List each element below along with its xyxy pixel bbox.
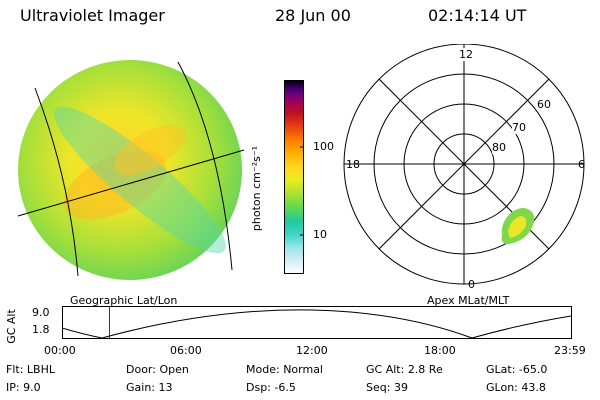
colorbar-scale xyxy=(284,80,304,274)
info-door-value: Open xyxy=(159,363,189,376)
altitude-xtick-4: 23:59 xyxy=(554,344,586,357)
info-gc-alt: GC Alt: 2.8 Re xyxy=(366,363,443,376)
mlt-label-6: 6 xyxy=(578,158,585,171)
info-dsp: Dsp: -6.5 xyxy=(246,381,296,394)
info-glon-value: 43.8 xyxy=(521,381,546,394)
altitude-ytick-high: 9.0 xyxy=(32,306,50,319)
altitude-xtick-3: 18:00 xyxy=(424,344,456,357)
time-label: 02:14:14 UT xyxy=(428,6,527,25)
lat-label-80: 80 xyxy=(492,141,506,154)
info-glon-label: GLon: xyxy=(486,381,518,394)
polar-plot xyxy=(343,44,585,285)
info-flt: Flt: LBHL xyxy=(6,363,55,376)
aurora-core xyxy=(508,216,527,238)
info-ip: IP: 9.0 xyxy=(6,381,41,394)
info-gc-alt-label: GC Alt: xyxy=(366,363,405,376)
lat-label-70: 70 xyxy=(512,121,526,134)
info-gain-label: Gain: xyxy=(126,381,155,394)
image-core-2 xyxy=(114,124,186,176)
info-mode: Mode: Normal xyxy=(246,363,323,376)
mlt-label-12: 12 xyxy=(459,48,473,61)
lat-label-60: 60 xyxy=(537,98,551,111)
info-seq-value: 39 xyxy=(393,381,408,394)
info-seq-label: Seq: xyxy=(366,381,391,394)
info-door-label: Door: xyxy=(126,363,156,376)
info-ip-label: IP: xyxy=(6,381,20,394)
colorbar-tick-label-100: 100 xyxy=(313,140,334,153)
app-title: Ultraviolet Imager xyxy=(20,6,165,25)
altitude-plot-frame xyxy=(62,306,572,339)
info-ip-value: 9.0 xyxy=(23,381,41,394)
date-label: 28 Jun 00 xyxy=(275,6,351,25)
colorbar-tick-label-10: 10 xyxy=(313,228,327,241)
altitude-xtick-1: 06:00 xyxy=(170,344,202,357)
mlt-label-0: 0 xyxy=(468,278,475,291)
geographic-image xyxy=(17,60,245,280)
info-mode-value: Normal xyxy=(283,363,323,376)
altitude-xtick-2: 12:00 xyxy=(296,344,328,357)
altitude-plot xyxy=(62,306,572,339)
latitude-line xyxy=(17,149,245,217)
info-glat-value: -65.0 xyxy=(518,363,548,376)
info-glon: GLon: 43.8 xyxy=(486,381,546,394)
meridian-line-1 xyxy=(34,87,79,277)
info-dsp-value: -6.5 xyxy=(274,381,296,394)
info-seq: Seq: 39 xyxy=(366,381,408,394)
altitude-xtick-0: 00:00 xyxy=(44,344,76,357)
right-panel-label: Apex MLat/MLT xyxy=(427,294,510,307)
info-mode-label: Mode: xyxy=(246,363,280,376)
altitude-ytick-low: 1.8 xyxy=(32,323,50,336)
info-glat-label: GLat: xyxy=(486,363,516,376)
colorbar-unit-label: photon cm⁻²s⁻¹ xyxy=(250,145,264,232)
info-glat: GLat: -65.0 xyxy=(486,363,547,376)
left-panel-label: Geographic Lat/Lon xyxy=(70,294,178,307)
info-gain: Gain: 13 xyxy=(126,381,173,394)
polar-diagonal-2 xyxy=(378,78,550,250)
info-flt-value: LBHL xyxy=(26,363,55,376)
altitude-curve xyxy=(62,309,572,339)
geographic-grid xyxy=(17,61,245,277)
info-door: Door: Open xyxy=(126,363,189,376)
info-dsp-label: Dsp: xyxy=(246,381,271,394)
meridian-line-2 xyxy=(177,61,233,271)
altitude-ylabel: GC Alt xyxy=(4,309,18,344)
info-flt-label: Flt: xyxy=(6,363,24,376)
info-gain-value: 13 xyxy=(158,381,173,394)
colorbar xyxy=(284,80,304,274)
info-gc-alt-value: 2.8 Re xyxy=(407,363,443,376)
mlt-label-18: 18 xyxy=(346,158,360,171)
